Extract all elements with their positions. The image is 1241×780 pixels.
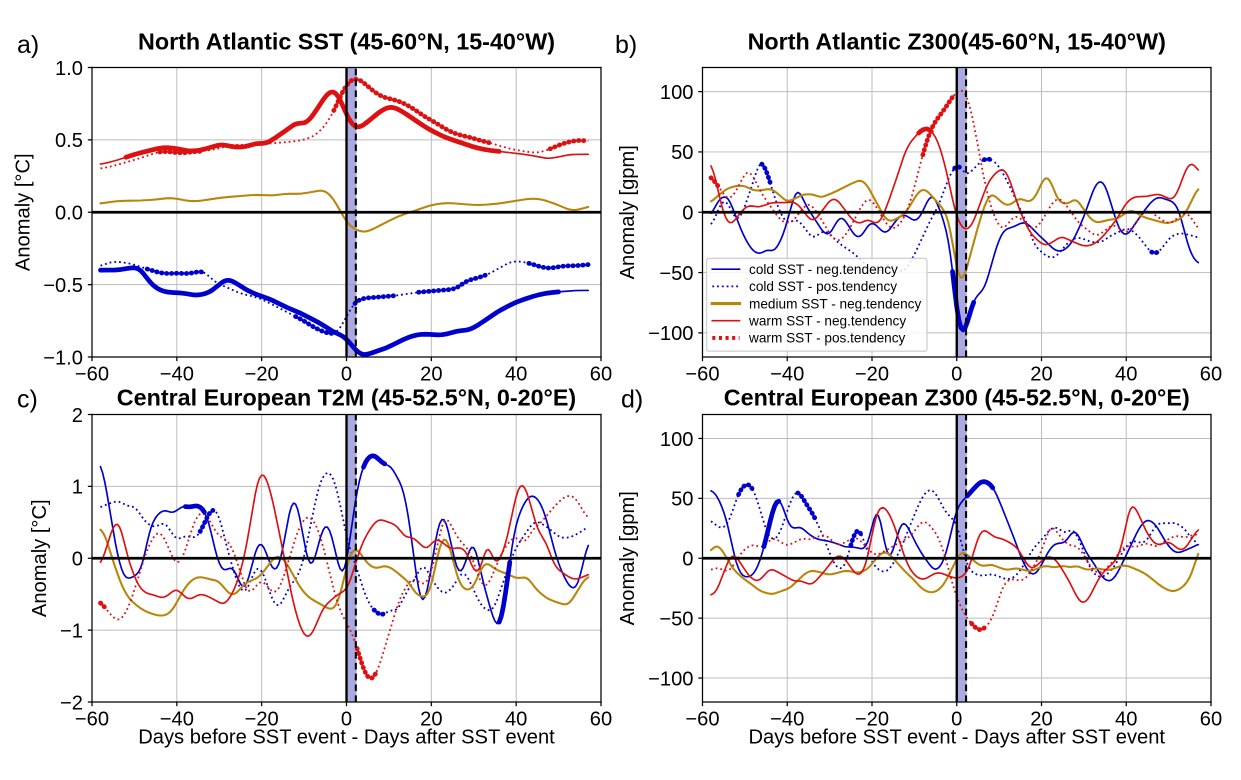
svg-text:North Atlantic SST (45-60°N, 1: North Atlantic SST (45-60°N, 15-40°W): [138, 28, 555, 54]
svg-text:0: 0: [951, 364, 962, 386]
svg-text:40: 40: [1115, 364, 1137, 386]
svg-text:Central European T2M (45-52.5°: Central European T2M (45-52.5°N, 0-20°E): [117, 384, 576, 410]
svg-text:0.5: 0.5: [55, 130, 83, 152]
svg-text:warm SST - pos.tendency: warm SST - pos.tendency: [748, 331, 906, 346]
svg-text:50: 50: [671, 489, 693, 511]
svg-text:−40: −40: [160, 364, 194, 386]
svg-text:−60: −60: [685, 364, 719, 386]
svg-text:warm SST - neg.tendency: warm SST - neg.tendency: [748, 313, 906, 328]
svg-text:100: 100: [660, 82, 694, 104]
svg-text:−1: −1: [60, 620, 83, 642]
svg-text:40: 40: [505, 709, 527, 731]
svg-text:0: 0: [341, 364, 352, 386]
svg-text:−60: −60: [75, 709, 109, 731]
svg-text:−60: −60: [75, 364, 109, 386]
svg-text:0: 0: [951, 709, 962, 731]
svg-text:a): a): [17, 31, 39, 59]
svg-text:0: 0: [682, 549, 693, 571]
svg-text:20: 20: [1030, 709, 1052, 731]
svg-text:cold SST - pos.tendency: cold SST - pos.tendency: [749, 279, 897, 294]
svg-text:60: 60: [1200, 709, 1222, 731]
svg-text:Days before SST event - Days a: Days before SST event - Days after SST e…: [138, 727, 555, 749]
svg-text:Anomaly [°C]: Anomaly [°C]: [29, 499, 51, 617]
svg-text:−2: −2: [60, 692, 83, 714]
svg-text:−20: −20: [855, 709, 889, 731]
svg-text:−60: −60: [685, 709, 719, 731]
svg-text:cold SST - neg.tendency: cold SST - neg.tendency: [749, 262, 898, 277]
svg-text:Days before SST event - Days a: Days before SST event - Days after SST e…: [749, 727, 1166, 749]
svg-text:0: 0: [341, 709, 352, 731]
svg-text:−20: −20: [855, 364, 889, 386]
svg-text:60: 60: [590, 709, 612, 731]
svg-text:−40: −40: [770, 364, 804, 386]
svg-text:−20: −20: [245, 709, 279, 731]
svg-text:1.0: 1.0: [55, 58, 83, 80]
svg-text:40: 40: [1115, 709, 1137, 731]
svg-text:−50: −50: [659, 608, 693, 630]
svg-text:60: 60: [1200, 364, 1222, 386]
svg-text:0.0: 0.0: [55, 203, 83, 225]
svg-text:100: 100: [660, 429, 694, 451]
svg-text:−100: −100: [648, 323, 693, 345]
svg-text:−20: −20: [245, 364, 279, 386]
svg-text:Anomaly [gpm]: Anomaly [gpm]: [617, 491, 639, 625]
svg-text:Anomaly [gpm]: Anomaly [gpm]: [617, 145, 639, 279]
svg-text:North Atlantic Z300(45-60°N, 1: North Atlantic Z300(45-60°N, 15-40°W): [748, 28, 1166, 54]
svg-text:40: 40: [505, 364, 527, 386]
svg-text:−50: −50: [659, 263, 693, 285]
svg-text:Anomaly [°C]: Anomaly [°C]: [12, 153, 34, 271]
svg-text:Central European Z300 (45-52.5: Central European Z300 (45-52.5°N, 0-20°E…: [724, 384, 1190, 410]
svg-text:50: 50: [671, 142, 693, 164]
svg-text:−100: −100: [648, 668, 693, 690]
svg-text:0: 0: [72, 549, 83, 571]
svg-text:20: 20: [1030, 364, 1052, 386]
svg-text:2: 2: [72, 405, 83, 427]
svg-text:60: 60: [590, 364, 612, 386]
svg-text:c): c): [17, 386, 38, 414]
svg-text:medium SST - neg.tendency: medium SST - neg.tendency: [749, 296, 921, 311]
svg-text:d): d): [621, 386, 643, 414]
svg-text:20: 20: [420, 364, 442, 386]
svg-text:b): b): [615, 31, 637, 59]
svg-text:−40: −40: [770, 709, 804, 731]
svg-text:0: 0: [682, 203, 693, 225]
svg-text:1: 1: [72, 477, 83, 499]
svg-text:−40: −40: [160, 709, 194, 731]
svg-text:−1.0: −1.0: [43, 347, 83, 369]
svg-text:−0.5: −0.5: [43, 275, 83, 297]
svg-text:20: 20: [420, 709, 442, 731]
